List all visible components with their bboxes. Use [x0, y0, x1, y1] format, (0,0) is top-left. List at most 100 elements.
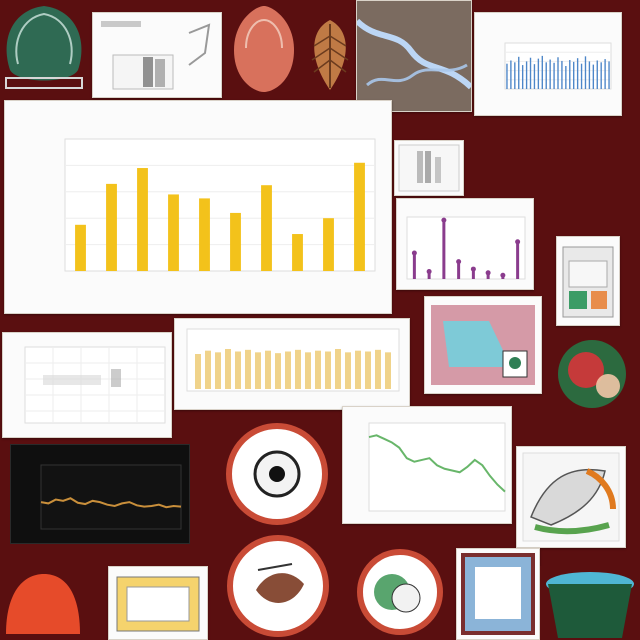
bar [315, 350, 321, 389]
stacked-pages-thumbnail [394, 140, 464, 196]
organ-icon [0, 0, 88, 92]
bar [608, 61, 610, 89]
circular-figure-3 [352, 536, 448, 640]
bar [355, 350, 361, 389]
plot-frame [406, 216, 526, 280]
bar [576, 58, 579, 89]
green-anatomy-illustration [0, 0, 88, 92]
bar [510, 60, 512, 89]
teal-bin-illustration [540, 566, 640, 640]
green-line-chart-card [342, 406, 512, 524]
white-sketch-illustration [516, 446, 626, 548]
bar [305, 352, 311, 389]
bar [225, 349, 231, 389]
bar [569, 60, 571, 89]
series-line [40, 497, 182, 509]
small-grid-chart-card [2, 332, 172, 438]
yellow-book-illustration [108, 566, 208, 640]
bar [230, 212, 241, 271]
yellow-bar-chart-card [4, 100, 392, 314]
chart-icon [186, 328, 400, 392]
document-icon [398, 144, 460, 192]
device-icon [562, 246, 614, 318]
bar [375, 349, 381, 389]
bar [354, 162, 365, 271]
stem-point [515, 239, 521, 245]
bar [596, 60, 598, 89]
stem-point [441, 217, 447, 223]
bar [521, 65, 524, 89]
bar [137, 168, 148, 271]
chart-icon [406, 216, 526, 280]
yellow-bar-chart [64, 138, 376, 272]
dark-line-chart-card [10, 444, 190, 544]
bar [506, 63, 508, 89]
stem-point [500, 272, 506, 278]
circular-figure-1 [214, 418, 340, 530]
chart-icon [40, 464, 182, 530]
plot-frame [186, 328, 400, 392]
bar [168, 194, 179, 271]
bar [199, 198, 210, 271]
chart-icon [504, 42, 612, 90]
bar [275, 353, 281, 389]
bar [533, 64, 536, 89]
bar [245, 349, 251, 389]
bar [285, 351, 291, 389]
bar [600, 62, 602, 89]
circle-icon [352, 536, 448, 640]
bar [525, 61, 528, 89]
bar [514, 62, 516, 89]
stem-point [485, 270, 491, 276]
chart-icon [24, 346, 166, 424]
circular-figure-2 [222, 530, 334, 640]
stem-point [426, 269, 432, 275]
chart-icon [368, 422, 506, 512]
bar [385, 352, 391, 389]
stem-point [456, 259, 462, 265]
small-bar-chart-thumbnail [92, 12, 222, 98]
document-window-illustration [456, 548, 540, 640]
bar [580, 63, 583, 89]
bar [325, 351, 331, 389]
blue-river-map [356, 0, 472, 112]
series-line [368, 434, 506, 493]
plot-frame [368, 422, 506, 512]
bar [261, 185, 272, 271]
map-icon [357, 1, 471, 111]
coral-lung-illustration [226, 0, 302, 94]
bar [195, 354, 201, 389]
stem-point [470, 266, 476, 272]
tan-bar-chart-card [174, 318, 410, 410]
bar [592, 64, 595, 89]
bar [541, 55, 543, 89]
bar [292, 234, 303, 271]
bar [553, 62, 555, 89]
bar [588, 61, 591, 89]
container-icon [540, 566, 640, 640]
bar [584, 56, 587, 89]
bar [255, 352, 261, 389]
bar [545, 62, 547, 89]
bar [235, 351, 241, 389]
bar [529, 57, 532, 89]
bar [215, 352, 221, 389]
organ-icon [226, 0, 302, 94]
bar [565, 66, 567, 89]
bar [518, 56, 520, 89]
green-red-organism [546, 330, 640, 420]
bar [549, 59, 551, 89]
circle-icon [222, 530, 334, 640]
stem-point [411, 250, 417, 256]
bar [335, 349, 341, 389]
bar [205, 350, 211, 389]
brown-seed-illustration [304, 16, 356, 94]
blue-bar-chart-card [474, 12, 622, 116]
object-icon [0, 564, 86, 640]
small-device-thumbnail [556, 236, 620, 326]
illustration-icon [431, 305, 535, 385]
bar [537, 58, 540, 89]
teal-color-illustration [424, 296, 542, 394]
leaf-icon [304, 16, 356, 94]
bar [345, 352, 351, 389]
